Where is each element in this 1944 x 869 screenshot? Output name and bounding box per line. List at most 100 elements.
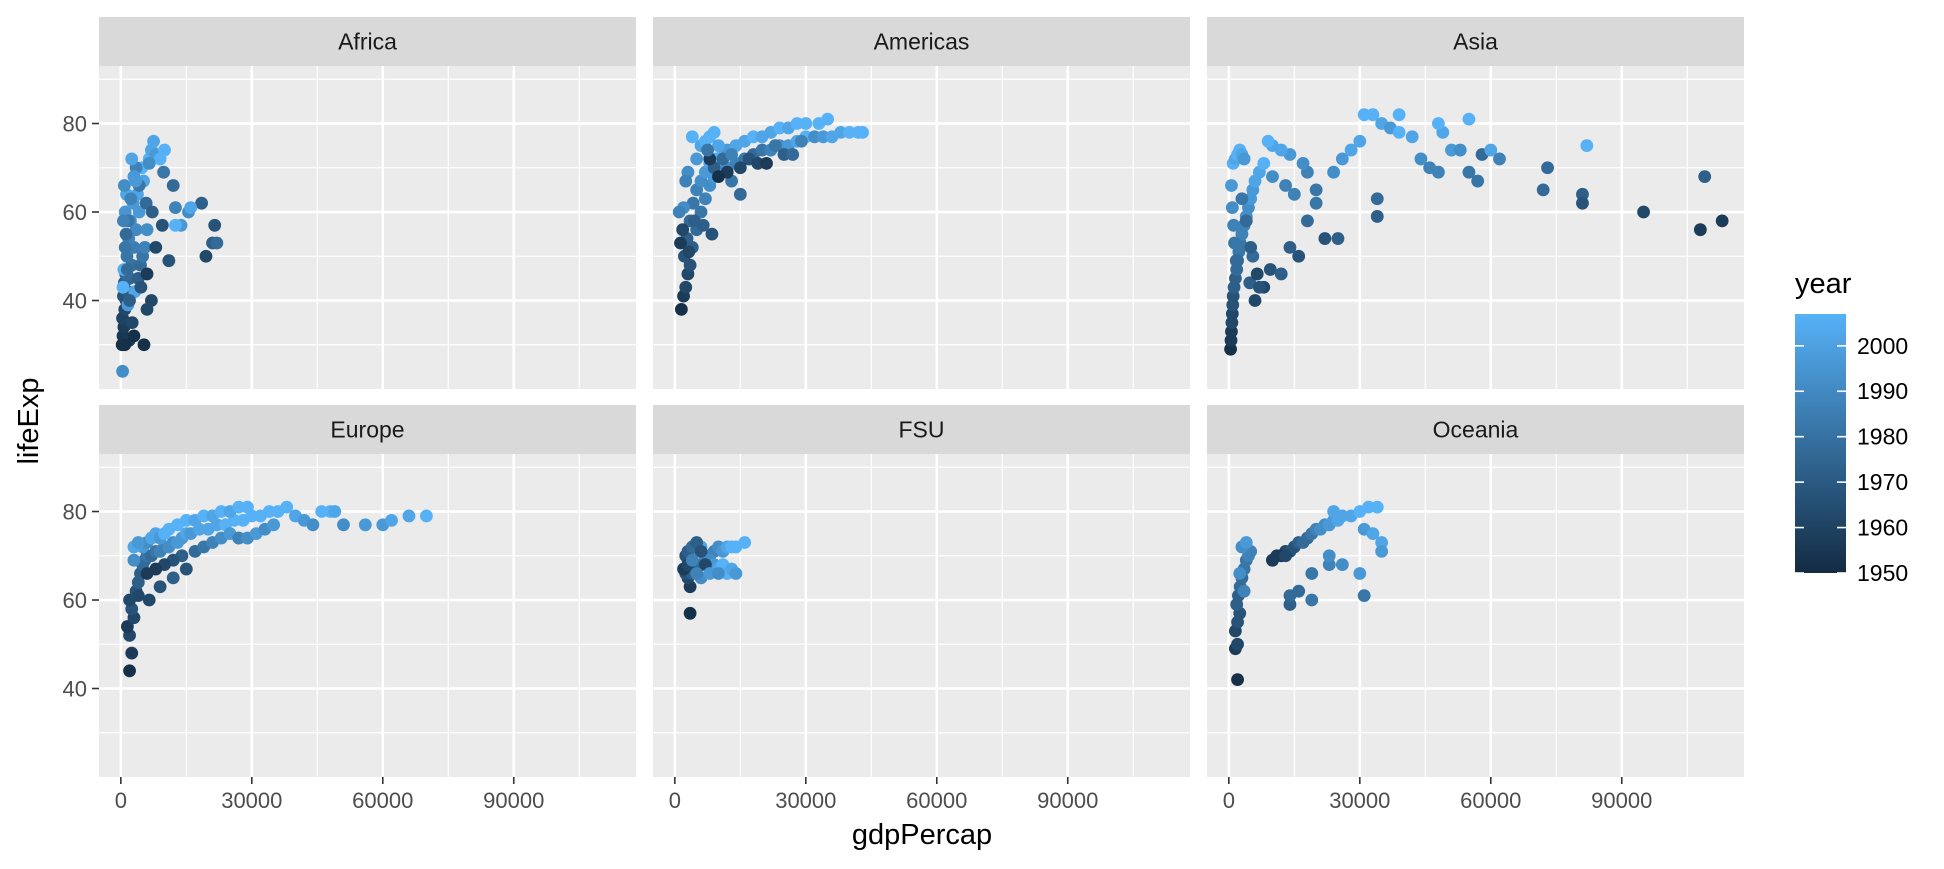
data-point — [358, 518, 372, 532]
data-point — [142, 593, 156, 607]
strip-label-oceania: Oceania — [1433, 417, 1519, 443]
data-point — [129, 174, 143, 188]
data-point — [698, 192, 712, 206]
data-point — [1541, 161, 1554, 175]
data-point — [145, 205, 159, 219]
y-tick-label: 60 — [63, 588, 87, 613]
data-point — [1266, 170, 1279, 184]
y-tick-label: 80 — [63, 500, 87, 525]
data-point — [1252, 280, 1266, 294]
data-point — [1283, 241, 1297, 254]
panel-africa: Africa 40 60 80 — [63, 17, 636, 389]
data-point — [1318, 232, 1332, 245]
strip-oceania — [1207, 405, 1744, 454]
data-point — [738, 536, 752, 549]
data-point — [1453, 143, 1467, 157]
legend-label: 1950 — [1857, 560, 1908, 586]
data-point — [116, 280, 130, 294]
data-point — [1327, 165, 1341, 179]
data-point — [1283, 598, 1297, 611]
strip-label-americas: Americas — [874, 29, 970, 55]
panel-background — [99, 66, 636, 389]
panel-oceania: Oceania 0 30000 60000 90000 — [1207, 405, 1744, 813]
data-point — [821, 112, 835, 126]
x-tick-label: 60000 — [352, 788, 413, 813]
data-point — [1414, 152, 1428, 166]
data-point — [1225, 201, 1239, 214]
x-tick-label: 30000 — [775, 788, 836, 813]
data-point — [337, 518, 350, 532]
data-point — [1225, 179, 1238, 192]
data-point — [116, 364, 129, 378]
data-point — [1305, 567, 1319, 580]
x-axis-title: gdpPercap — [852, 819, 992, 851]
data-point — [124, 192, 138, 206]
data-point — [147, 134, 160, 148]
data-point — [1228, 236, 1241, 250]
data-point — [701, 143, 714, 157]
y-tick-label: 40 — [63, 677, 87, 702]
data-point — [1309, 196, 1323, 210]
data-point — [705, 227, 719, 241]
x-tick-label: 0 — [1223, 788, 1235, 813]
data-point — [725, 148, 738, 161]
legend-colorbar — [1795, 314, 1846, 573]
data-point — [1235, 192, 1249, 206]
data-point — [169, 218, 182, 232]
data-point — [674, 302, 688, 316]
data-point — [1580, 139, 1594, 153]
data-point — [184, 201, 198, 214]
data-point — [679, 174, 693, 188]
data-point — [1405, 130, 1419, 144]
data-point — [690, 152, 704, 166]
strip-label-europe: Europe — [330, 417, 404, 443]
data-point — [199, 249, 213, 263]
data-point — [685, 553, 699, 567]
data-point — [1296, 156, 1310, 170]
data-point — [1353, 134, 1367, 148]
data-point — [729, 567, 743, 580]
data-point — [1392, 125, 1406, 139]
data-point — [169, 201, 182, 214]
legend: year 1950 1960 1970 1980 1990 2000 — [1795, 268, 1908, 586]
data-point — [1237, 152, 1251, 166]
data-point — [712, 170, 725, 184]
panel-background — [1207, 66, 1744, 389]
data-point — [1327, 505, 1341, 518]
strip-asia — [1207, 17, 1744, 66]
data-point — [123, 294, 136, 307]
data-point — [125, 646, 139, 660]
data-point — [140, 267, 154, 281]
data-point — [127, 329, 141, 343]
strip-africa — [99, 17, 636, 66]
data-point — [688, 214, 701, 228]
x-tick-label: 30000 — [1329, 788, 1390, 813]
data-point — [118, 241, 132, 254]
data-point — [1257, 156, 1271, 170]
data-point — [1239, 536, 1253, 549]
data-point — [166, 571, 180, 585]
data-point — [1239, 214, 1253, 228]
strip-americas — [653, 17, 1190, 66]
data-point — [157, 165, 171, 179]
strip-label-asia: Asia — [1453, 29, 1498, 55]
legend-label: 1980 — [1857, 424, 1908, 450]
data-point — [856, 125, 869, 139]
panel-europe: Europe 40 60 80 0 30000 60000 90000 — [63, 405, 636, 813]
x-tick-label: 0 — [669, 788, 681, 813]
data-point — [1274, 267, 1288, 281]
data-point — [1344, 143, 1358, 157]
data-point — [125, 316, 139, 330]
data-point — [1715, 214, 1729, 228]
data-point — [686, 196, 700, 210]
data-point — [786, 148, 800, 161]
data-point — [127, 553, 141, 567]
data-point — [682, 245, 696, 259]
data-point — [1431, 117, 1445, 130]
data-point — [132, 205, 146, 219]
data-point — [1237, 584, 1251, 598]
data-point — [137, 338, 151, 352]
data-point — [117, 179, 131, 192]
data-point — [120, 620, 134, 633]
